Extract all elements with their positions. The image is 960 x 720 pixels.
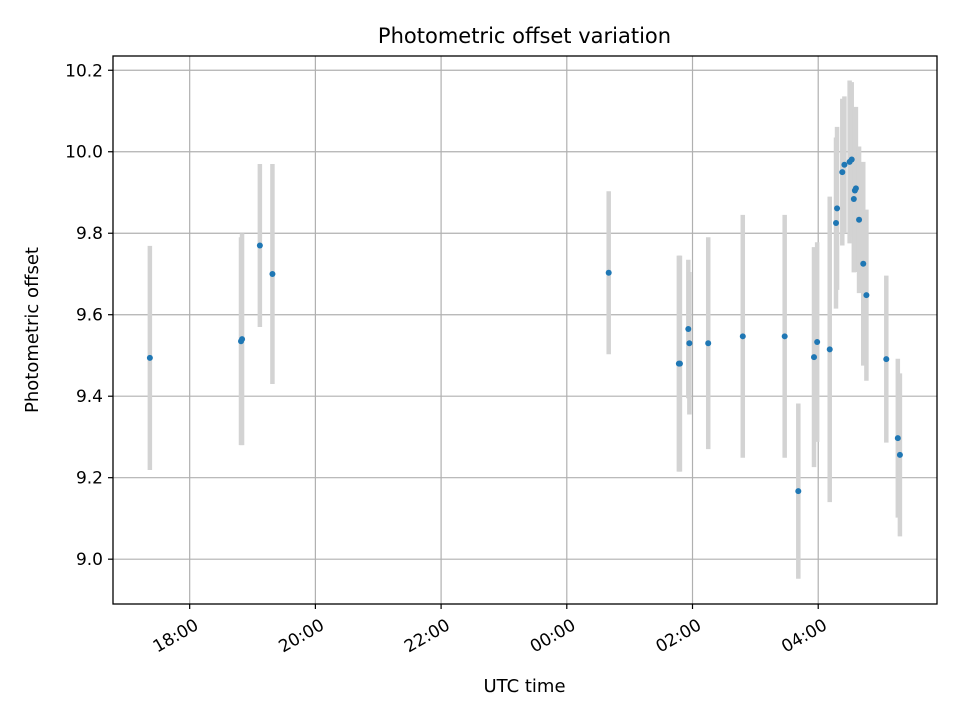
- data-point: [833, 220, 840, 227]
- data-point: [841, 161, 848, 168]
- data-point: [605, 269, 612, 276]
- y-tick-label: 9.8: [76, 224, 103, 244]
- y-tick-label: 10.0: [65, 143, 103, 163]
- data-point: [795, 488, 802, 495]
- data-point: [863, 292, 870, 299]
- chart-title: Photometric offset variation: [378, 24, 671, 48]
- y-tick-label: 9.0: [76, 550, 103, 570]
- data-point: [676, 360, 683, 367]
- data-point: [739, 333, 746, 340]
- data-point: [883, 356, 890, 363]
- data-point: [256, 242, 263, 249]
- data-point: [834, 205, 841, 212]
- data-point: [781, 333, 788, 340]
- plot-frame: [112, 55, 938, 605]
- y-tick-label: 9.6: [76, 306, 103, 326]
- data-point: [685, 325, 692, 332]
- data-point: [705, 340, 712, 347]
- data-point: [848, 156, 855, 163]
- data-point: [839, 169, 846, 176]
- x-axis-title: UTC time: [483, 676, 565, 697]
- data-point: [814, 339, 821, 346]
- data-point: [894, 435, 901, 442]
- data-points: [146, 156, 903, 495]
- data-point: [856, 216, 863, 223]
- data-point: [146, 354, 153, 361]
- data-point: [239, 336, 246, 343]
- data-point: [896, 451, 903, 458]
- data-point: [852, 185, 859, 192]
- y-tick-label: 9.4: [76, 387, 103, 407]
- data-point: [860, 260, 867, 267]
- data-point: [850, 196, 857, 203]
- data-point: [686, 340, 693, 347]
- grid: [113, 56, 937, 604]
- y-tick-label: 10.2: [65, 61, 103, 81]
- data-point: [269, 270, 276, 277]
- y-tick-label: 9.2: [76, 469, 103, 489]
- data-point: [826, 346, 833, 353]
- data-point: [811, 354, 818, 361]
- y-axis-title: Photometric offset: [22, 247, 43, 413]
